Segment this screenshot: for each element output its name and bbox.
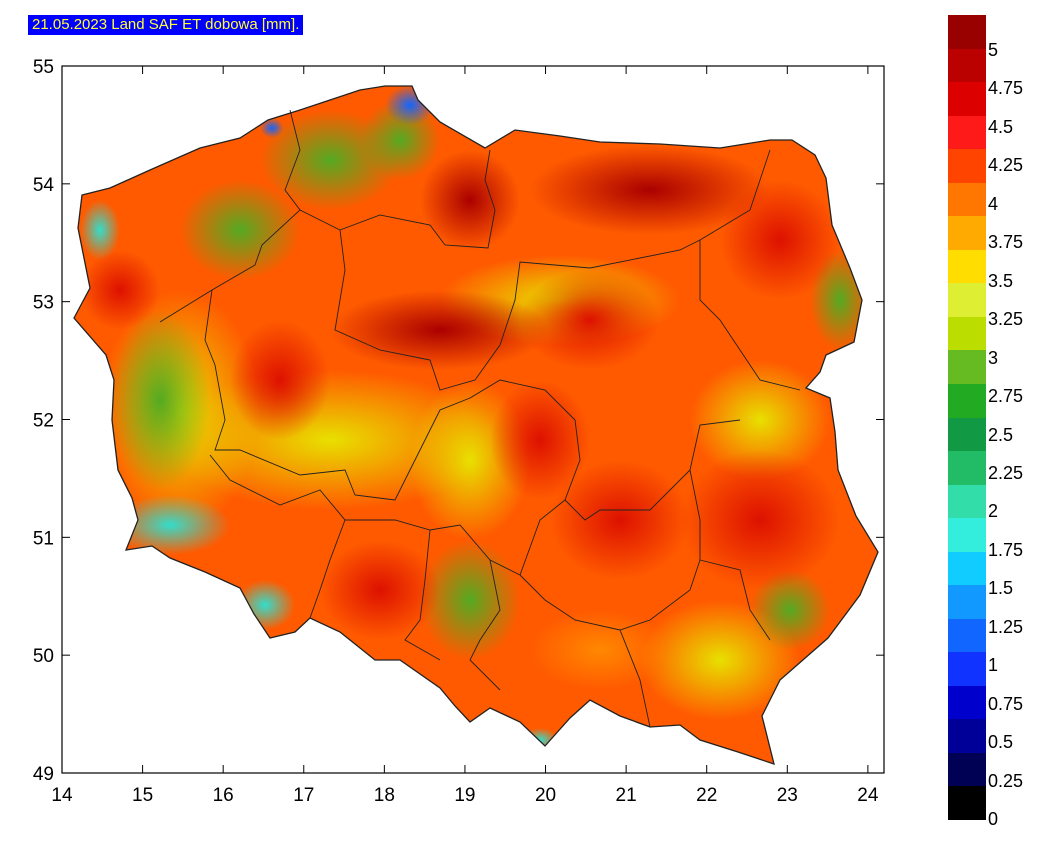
- legend-label: 3.25: [988, 309, 1024, 330]
- legend-swatch: [948, 316, 986, 351]
- x-tick-label: 23: [777, 785, 798, 806]
- legend-swatch: [948, 417, 986, 452]
- legend-label: 5: [988, 40, 999, 60]
- x-tick-label: 20: [535, 785, 556, 806]
- legend-swatch: [948, 786, 986, 821]
- legend-label: 1: [988, 655, 999, 676]
- legend-swatch: [948, 652, 986, 687]
- legend-label: 4.75: [988, 78, 1024, 99]
- legend-swatch: [948, 283, 986, 318]
- x-tick-label: 17: [293, 785, 314, 806]
- legend-swatch: [948, 249, 986, 284]
- legend-swatch: [948, 451, 986, 486]
- x-tick-label: 21: [616, 785, 637, 806]
- region-borders: [159, 109, 801, 728]
- legend-swatch: [948, 149, 986, 184]
- legend-label: 4.25: [988, 155, 1024, 176]
- legend-label: 0.25: [988, 770, 1024, 791]
- x-axis-labels: 14 15 16 17 18 19 20 21 22 23 24: [51, 785, 878, 806]
- legend-swatch: [948, 752, 986, 787]
- y-axis-labels: 55 54 53 52 51 50 49: [33, 57, 55, 785]
- legend-label: 1.5: [988, 578, 1014, 599]
- y-tick-label: 49: [33, 764, 54, 785]
- y-tick-label: 52: [33, 411, 54, 432]
- legend-swatch: [948, 719, 986, 754]
- x-tick-label: 22: [696, 785, 717, 806]
- y-tick-label: 54: [33, 175, 55, 196]
- legend-label: 0: [988, 809, 999, 829]
- legend-swatch: [948, 216, 986, 251]
- legend-swatch: [948, 115, 986, 150]
- x-tick-label: 18: [374, 785, 395, 806]
- y-tick-label: 51: [33, 528, 54, 549]
- axis-ticks: [61, 65, 884, 774]
- legend-swatch: [948, 383, 986, 418]
- legend-label: 3: [988, 347, 999, 368]
- x-tick-label: 14: [51, 785, 73, 806]
- legend-swatch: [948, 48, 986, 83]
- legend-label: 2.75: [988, 386, 1024, 407]
- y-tick-label: 50: [33, 646, 54, 667]
- x-tick-label: 24: [857, 785, 879, 806]
- legend-label: 2: [988, 501, 999, 522]
- legend-label: 4.5: [988, 116, 1014, 137]
- legend-label: 1.75: [988, 539, 1024, 560]
- x-tick-label: 16: [213, 785, 234, 806]
- legend-swatch: [948, 551, 986, 586]
- legend-label: 1.25: [988, 616, 1024, 637]
- legend-swatch: [948, 518, 986, 553]
- legend-label: 0.75: [988, 693, 1024, 714]
- color-legend: 5 4.75 4.5 4.25 4 3.75 3.5 3.25 3 2.75 2.5 2.25 2 1.7…: [948, 15, 1028, 828]
- legend-label: 3.5: [988, 270, 1014, 291]
- map-panel: 14 15 16 17 18 19 20 21 22 23 24 55 54 53 52 51 50 49: [33, 57, 885, 806]
- y-tick-label: 55: [33, 57, 54, 78]
- legend-swatch: [948, 350, 986, 385]
- legend-label: 2.25: [988, 462, 1024, 483]
- legend-swatch: [948, 618, 986, 653]
- legend-swatch: [948, 484, 986, 519]
- legend-label: 0.5: [988, 732, 1014, 753]
- legend-label: 4: [988, 193, 999, 214]
- x-tick-label: 19: [454, 785, 475, 806]
- legend-swatch: [948, 182, 986, 217]
- map-title: 21.05.2023 Land SAF ET dobowa [mm].: [28, 15, 304, 35]
- legend-swatch: [948, 685, 986, 720]
- legend-label: 3.75: [988, 232, 1024, 253]
- y-tick-label: 53: [33, 293, 54, 314]
- legend-swatch: [948, 585, 986, 620]
- legend-swatch: [948, 82, 986, 117]
- x-tick-label: 15: [132, 785, 153, 806]
- legend-swatch: [948, 15, 986, 50]
- legend-label: 2.5: [988, 424, 1014, 445]
- et-heatmap: [74, 86, 878, 764]
